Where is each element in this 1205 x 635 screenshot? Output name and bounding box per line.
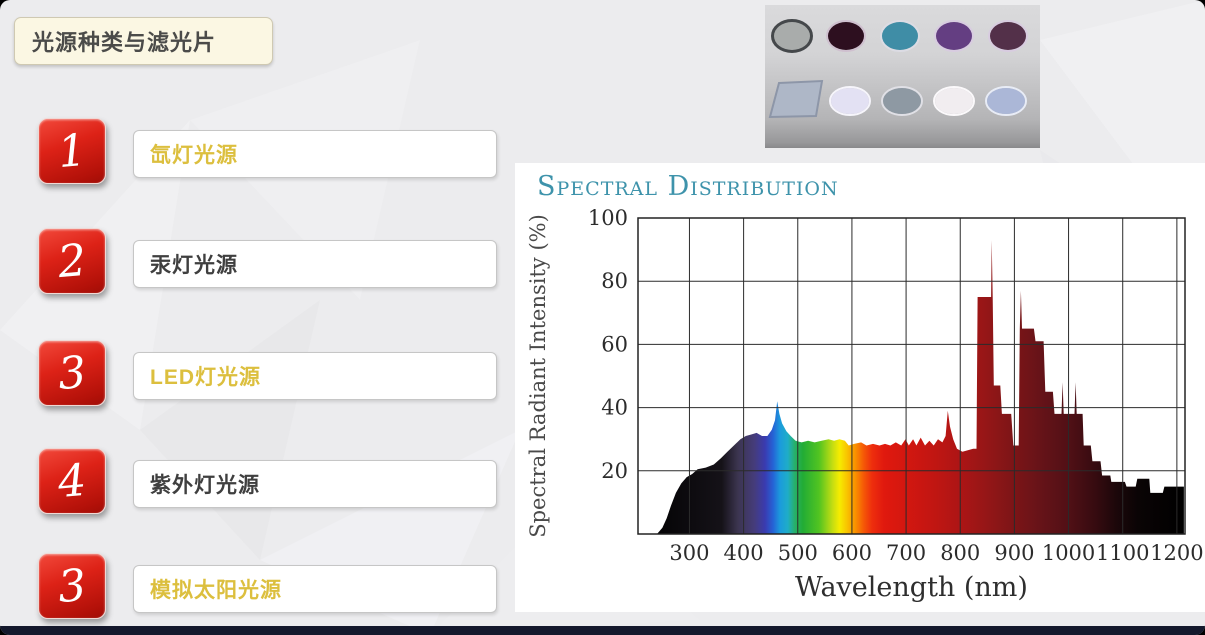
badge-number: 1: [55, 124, 89, 178]
svg-text:800: 800: [940, 541, 980, 565]
list-item-5: 3 模拟太阳光源: [38, 553, 497, 623]
label-text: LED灯光源: [150, 366, 261, 389]
badge-number: 2: [55, 234, 89, 288]
svg-text:1000: 1000: [1042, 541, 1095, 565]
label-text: 汞灯光源: [150, 254, 238, 277]
spectral-chart-panel: Spectral Distribution 300 400 500 600 700 800…: [515, 163, 1205, 612]
svg-text:100: 100: [588, 206, 628, 230]
badge-number: 4: [55, 454, 89, 508]
svg-text:400: 400: [724, 541, 764, 565]
list-item-2: 2 汞灯光源: [38, 228, 497, 298]
bottom-bar: [0, 626, 1205, 635]
svg-text:20: 20: [601, 459, 628, 483]
slide-title-box: 光源种类与滤光片: [14, 17, 273, 65]
svg-text:900: 900: [994, 541, 1034, 565]
spectral-chart-svg: 300 400 500 600 700 800 900 1000 1100 1200 20 40 60 8…: [526, 206, 1204, 603]
svg-text:1200: 1200: [1150, 541, 1203, 565]
svg-text:300: 300: [669, 541, 709, 565]
label-box-uv: 紫外灯光源: [133, 460, 497, 508]
number-badge-5: 3: [38, 553, 106, 619]
svg-text:500: 500: [778, 541, 818, 565]
svg-text:1100: 1100: [1096, 541, 1149, 565]
label-text: 氙灯光源: [150, 144, 238, 167]
optical-filters-photo: [765, 5, 1040, 148]
number-badge-1: 1: [38, 118, 106, 184]
number-badge-2: 2: [38, 228, 106, 294]
chart-title: Spectral Distribution: [537, 171, 839, 202]
list-item-4: 4 紫外灯光源: [38, 448, 497, 518]
svg-text:80: 80: [601, 269, 628, 293]
number-badge-4: 4: [38, 448, 106, 514]
svg-text:700: 700: [886, 541, 926, 565]
slide-title: 光源种类与滤光片: [32, 30, 217, 55]
label-text: 紫外灯光源: [150, 474, 260, 497]
badge-number: 3: [55, 346, 89, 400]
svg-text:Wavelength (nm): Wavelength (nm): [795, 572, 1028, 603]
svg-text:40: 40: [601, 396, 628, 420]
number-badge-3: 3: [38, 340, 106, 406]
list-item-1: 1 氙灯光源: [38, 118, 497, 188]
label-box-led: LED灯光源: [133, 352, 497, 400]
badge-number: 3: [55, 559, 89, 613]
svg-text:60: 60: [601, 332, 628, 356]
label-box-mercury: 汞灯光源: [133, 240, 497, 288]
svg-text:Spectral Radiant Intensity (%): Spectral Radiant Intensity (%): [526, 214, 550, 538]
svg-text:600: 600: [832, 541, 872, 565]
label-text: 模拟太阳光源: [150, 579, 282, 602]
label-box-solar-sim: 模拟太阳光源: [133, 565, 497, 613]
label-box-xenon: 氙灯光源: [133, 130, 497, 178]
list-item-3: 3 LED灯光源: [38, 340, 497, 410]
filters-image: [768, 19, 1028, 119]
